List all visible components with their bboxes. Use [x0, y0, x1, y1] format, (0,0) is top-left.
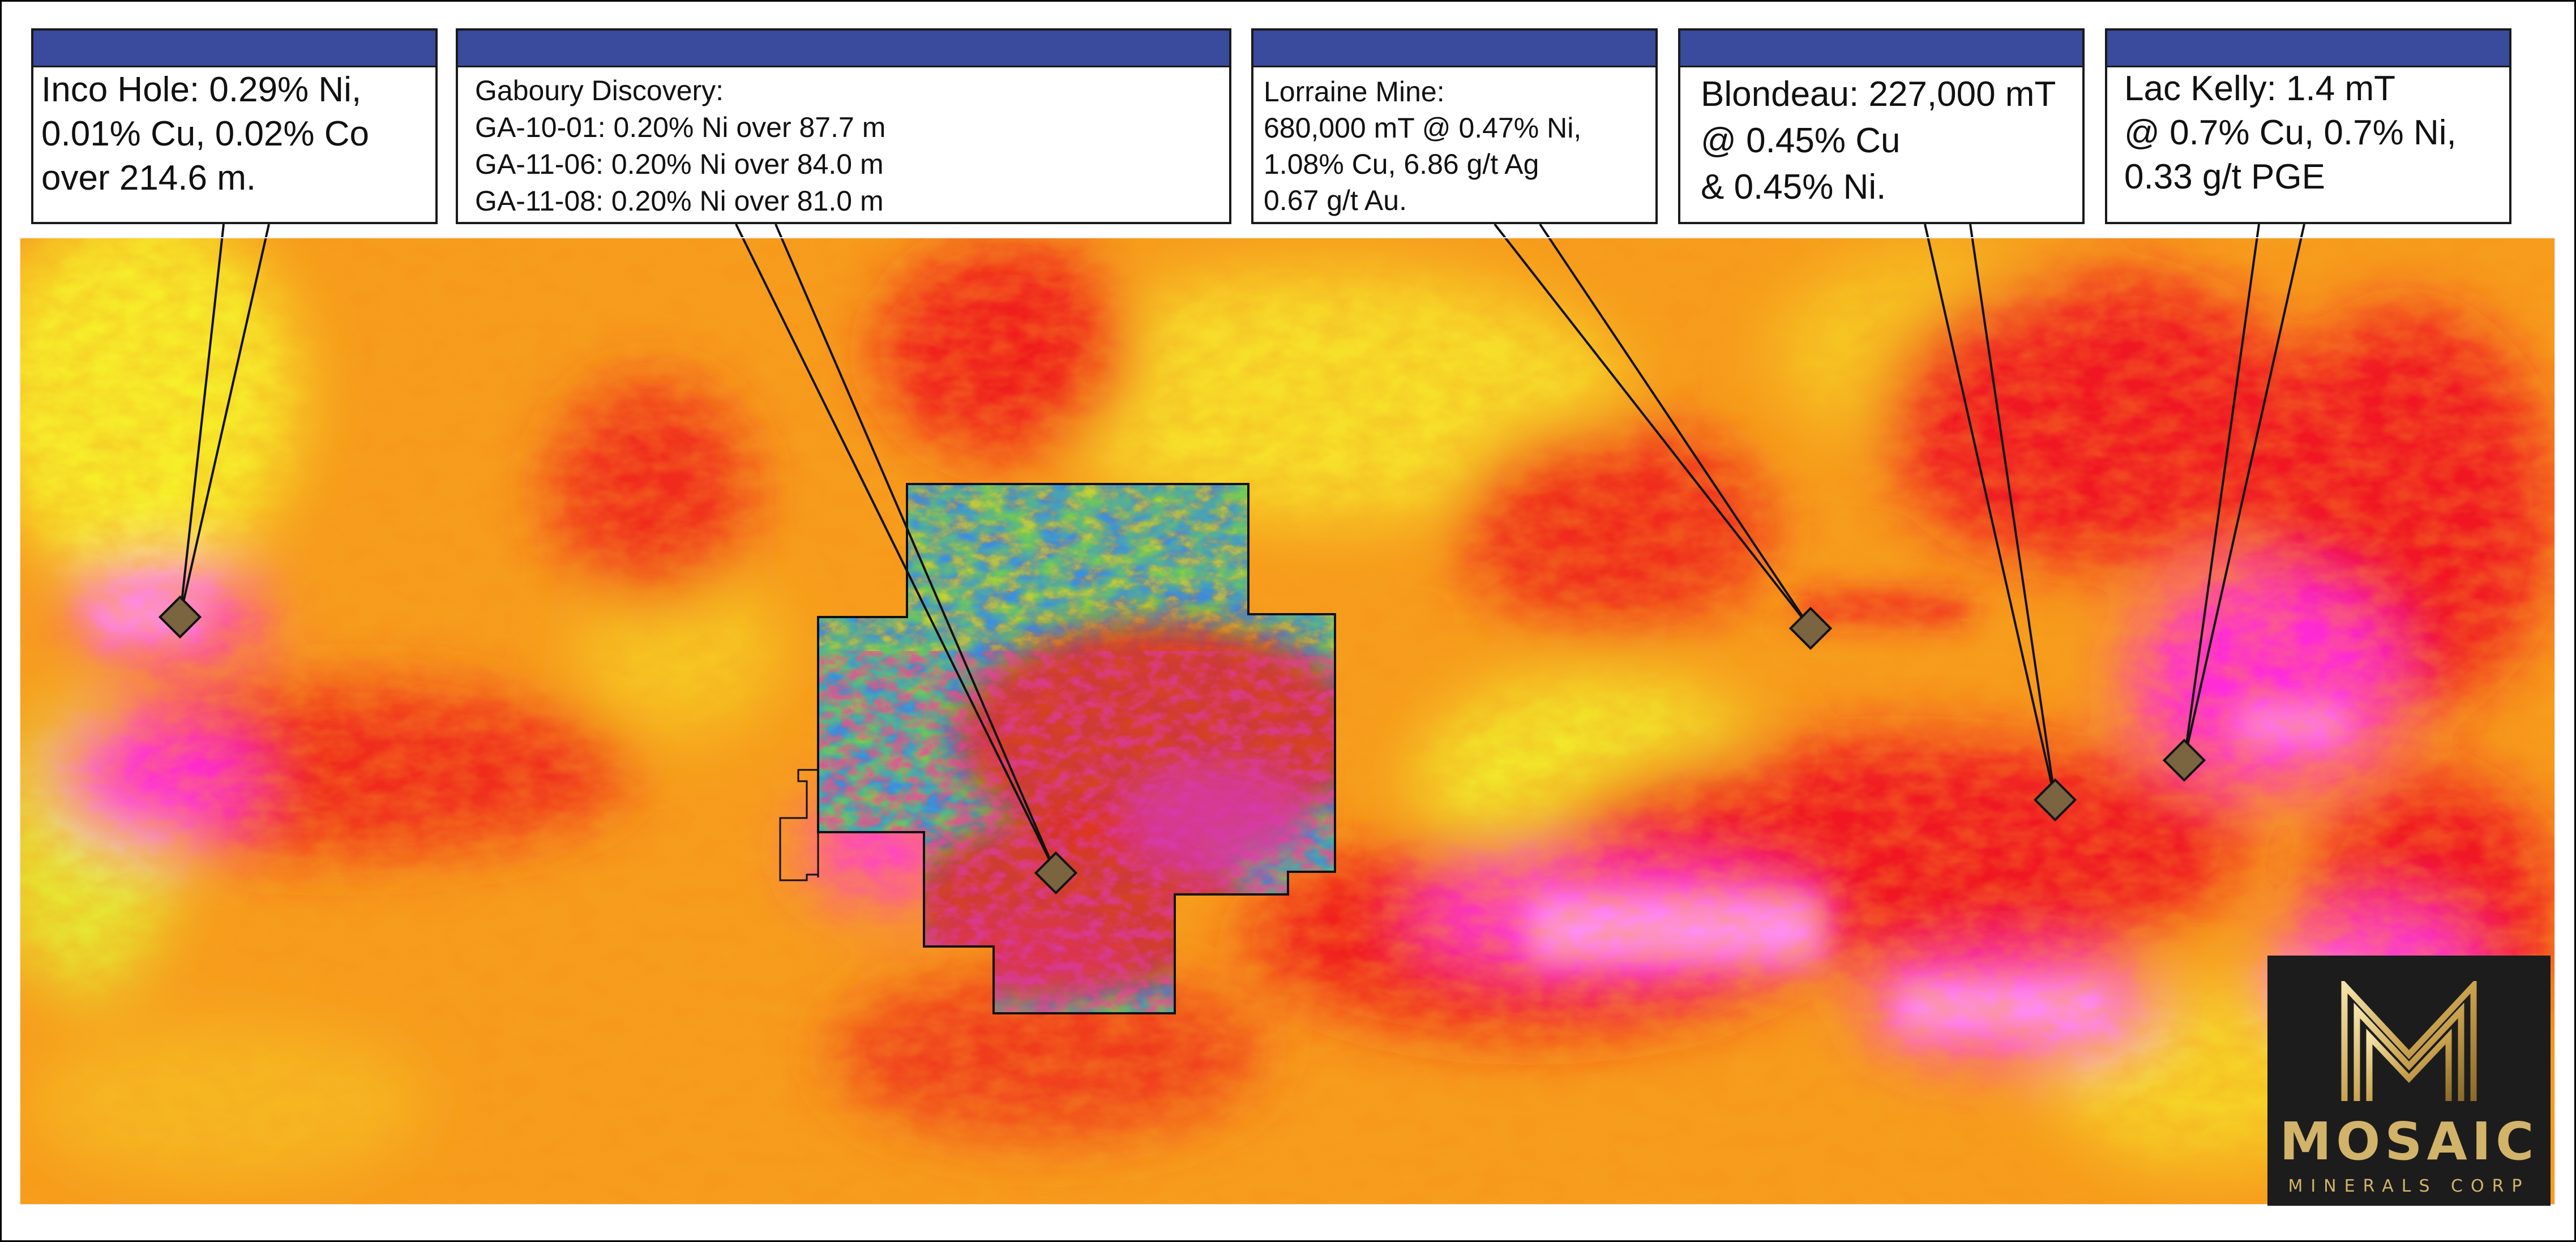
- marker-inco-hole[interactable]: [158, 595, 202, 639]
- mosaic-logo: MOSAIC MINERALS CORP: [2267, 956, 2551, 1206]
- marker-lac-kelly[interactable]: [2162, 738, 2206, 782]
- callout-header-bar: [1680, 31, 2082, 67]
- callout-inco-hole: Inco Hole: 0.29% Ni, 0.01% Cu, 0.02% Co …: [31, 28, 438, 224]
- callout-lac-kelly: Lac Kelly: 1.4 mT @ 0.7% Cu, 0.7% Ni, 0.…: [2105, 28, 2511, 224]
- callout-blondeau: Blondeau: 227,000 mT @ 0.45% Cu & 0.45% …: [1678, 28, 2085, 224]
- callout-text-blondeau: Blondeau: 227,000 mT @ 0.45% Cu & 0.45% …: [1701, 75, 2056, 207]
- callout-header-bar: [1253, 31, 1655, 67]
- callout-header-bar: [2107, 31, 2509, 67]
- logo-company-name: MOSAIC: [2279, 1111, 2539, 1172]
- leader-lines: [179, 223, 2305, 873]
- callout-header-bar: [33, 31, 435, 67]
- callout-lorraine-mine: Lorraine Mine: 680,000 mT @ 0.47% Ni, 1.…: [1251, 28, 1658, 224]
- callout-text-gaboury-discovery: Gaboury Discovery: GA-10-01: 0.20% Ni ov…: [475, 75, 886, 217]
- deposit-markers: [158, 595, 2206, 895]
- logo-m-mark-icon: [2341, 981, 2477, 1101]
- logo-company-subtitle: MINERALS CORP: [2288, 1176, 2530, 1196]
- marker-blondeau[interactable]: [2033, 778, 2077, 822]
- callout-text-lorraine-mine: Lorraine Mine: 680,000 mT @ 0.47% Ni, 1.…: [1264, 76, 1582, 216]
- callout-header-bar: [458, 31, 1229, 67]
- callout-text-lac-kelly: Lac Kelly: 1.4 mT @ 0.7% Cu, 0.7% Ni, 0.…: [2124, 69, 2457, 196]
- callout-gaboury-discovery: Gaboury Discovery: GA-10-01: 0.20% Ni ov…: [456, 28, 1231, 224]
- callout-text-inco-hole: Inco Hole: 0.29% Ni, 0.01% Cu, 0.02% Co …: [41, 70, 370, 198]
- marker-lorraine-mine[interactable]: [1788, 606, 1833, 650]
- marker-gaboury-discovery[interactable]: [1034, 851, 1078, 895]
